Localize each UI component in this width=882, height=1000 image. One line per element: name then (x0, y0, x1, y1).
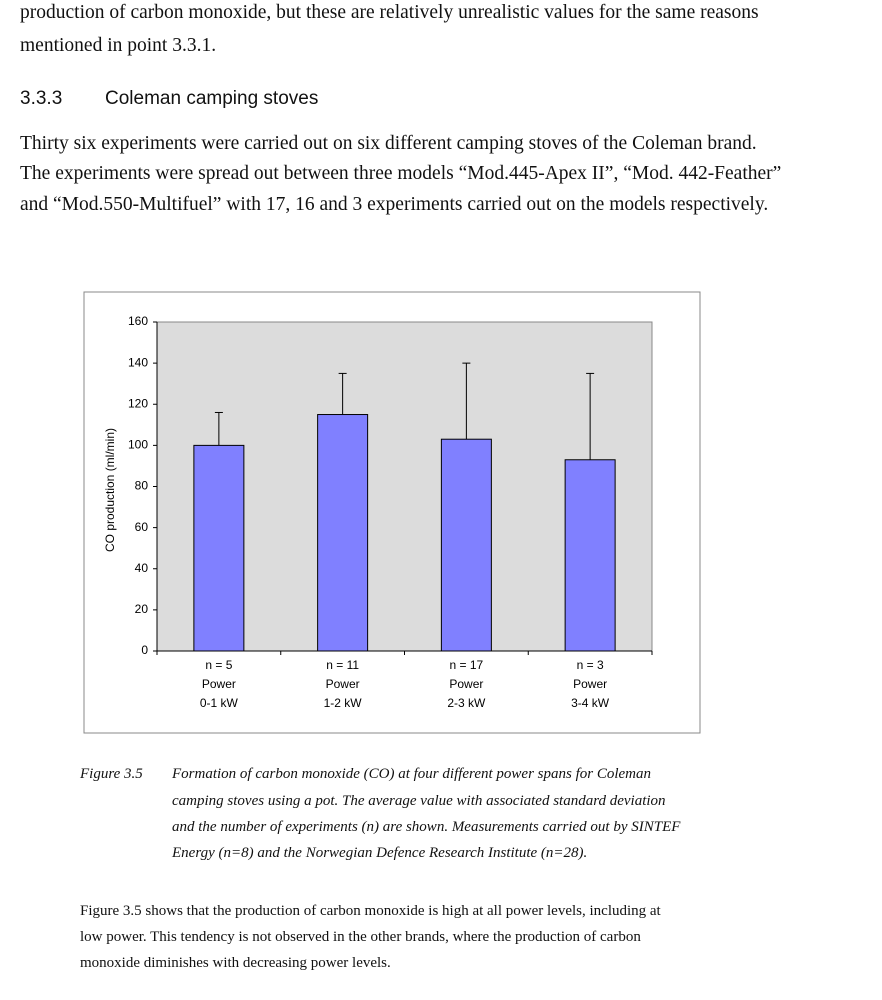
y-tick-label: 160 (128, 314, 148, 328)
x-tick-label: 0-1 kW (200, 696, 239, 710)
x-tick-label: n = 3 (577, 658, 604, 672)
y-tick-label: 60 (135, 520, 149, 534)
section-number: 3.3.3 (20, 88, 63, 109)
bar (193, 444, 245, 652)
bar (317, 414, 369, 652)
x-tick-label: 2-3 kW (447, 696, 486, 710)
bar (564, 459, 616, 652)
x-tick-label: Power (573, 677, 607, 691)
section-title: Coleman camping stoves (105, 88, 319, 109)
x-tick-label: n = 11 (326, 658, 359, 672)
x-tick-label: n = 17 (450, 658, 484, 672)
caption-line: Formation of carbon monoxide (CO) at fou… (172, 766, 652, 782)
x-tick-label: n = 5 (205, 658, 232, 672)
caption-line: camping stoves using a pot. The average … (172, 793, 666, 809)
x-tick-label: 3-4 kW (571, 696, 610, 710)
caption-label: Figure 3.5 (80, 766, 143, 782)
y-axis-label: CO production (ml/min) (103, 428, 117, 552)
y-tick-label: 100 (128, 438, 148, 452)
intro-line: mentioned in point 3.3.1. (20, 35, 217, 56)
closing-line: low power. This tendency is not observed… (80, 929, 641, 945)
caption-line: Energy (n=8) and the Norwegian Defence R… (172, 845, 588, 861)
paragraph-line: The experiments were spread out between … (20, 163, 782, 184)
paragraph-line: Thirty six experiments were carried out … (20, 133, 757, 154)
x-tick-label: Power (326, 677, 360, 691)
paragraph-line: and “Mod.550-Multifuel” with 17, 16 and … (20, 194, 769, 215)
y-tick-label: 120 (128, 396, 148, 410)
closing-line: Figure 3.5 shows that the production of … (80, 903, 661, 919)
bar (440, 438, 492, 652)
y-tick-label: 20 (135, 602, 149, 616)
y-tick-label: 40 (135, 561, 149, 575)
y-tick-label: 80 (135, 479, 149, 493)
x-tick-label: 1-2 kW (324, 696, 363, 710)
y-tick-label: 140 (128, 355, 148, 369)
closing-line: monoxide diminishes with decreasing powe… (80, 955, 391, 971)
x-tick-label: Power (449, 677, 483, 691)
caption-line: and the number of experiments (n) are sh… (172, 819, 681, 835)
intro-line: production of carbon monoxide, but these… (20, 2, 759, 23)
y-tick-label: 0 (141, 643, 148, 657)
x-tick-label: Power (202, 677, 236, 691)
